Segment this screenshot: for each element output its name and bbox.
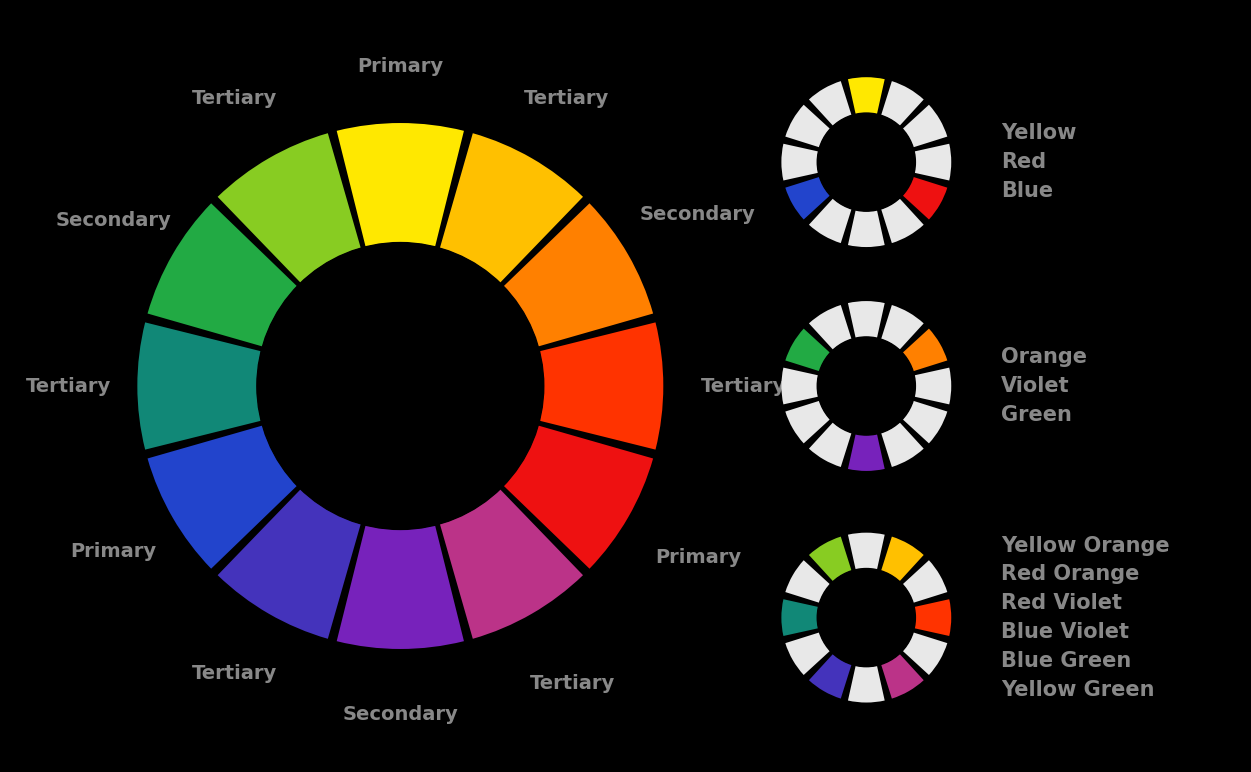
Circle shape: [817, 568, 916, 667]
Wedge shape: [786, 329, 831, 371]
Wedge shape: [881, 305, 923, 350]
Wedge shape: [809, 537, 852, 581]
Text: Tertiary: Tertiary: [191, 90, 276, 108]
Wedge shape: [148, 203, 298, 347]
Circle shape: [256, 242, 544, 530]
Wedge shape: [848, 434, 884, 471]
Wedge shape: [848, 210, 884, 247]
Text: Secondary: Secondary: [343, 706, 458, 724]
Wedge shape: [337, 525, 464, 649]
Text: Secondary: Secondary: [55, 211, 171, 229]
Text: Tertiary: Tertiary: [524, 90, 609, 108]
Wedge shape: [440, 134, 583, 283]
Wedge shape: [848, 77, 884, 114]
Wedge shape: [902, 105, 947, 147]
Wedge shape: [902, 177, 947, 219]
Wedge shape: [914, 599, 951, 636]
Wedge shape: [786, 560, 831, 603]
Wedge shape: [881, 654, 923, 699]
Wedge shape: [809, 305, 852, 350]
Wedge shape: [786, 177, 831, 219]
Circle shape: [817, 337, 916, 435]
Wedge shape: [786, 105, 831, 147]
Text: Primary: Primary: [70, 543, 156, 561]
Wedge shape: [848, 665, 884, 703]
Wedge shape: [782, 367, 818, 405]
Text: Tertiary: Tertiary: [702, 377, 787, 395]
Wedge shape: [881, 198, 923, 243]
Wedge shape: [902, 401, 947, 443]
Wedge shape: [782, 144, 818, 181]
Wedge shape: [914, 144, 951, 181]
Wedge shape: [848, 533, 884, 570]
Wedge shape: [809, 654, 852, 699]
Wedge shape: [902, 560, 947, 603]
Text: Yellow Orange
Red Orange
Red Violet
Blue Violet
Blue Green
Yellow Green: Yellow Orange Red Orange Red Violet Blue…: [1001, 536, 1170, 699]
Wedge shape: [138, 323, 261, 449]
Wedge shape: [539, 323, 663, 449]
Wedge shape: [786, 632, 831, 675]
Text: Orange
Violet
Green: Orange Violet Green: [1001, 347, 1087, 425]
Text: Tertiary: Tertiary: [191, 664, 276, 682]
Wedge shape: [914, 367, 951, 405]
Wedge shape: [848, 301, 884, 338]
Text: Yellow
Red
Blue: Yellow Red Blue: [1001, 124, 1076, 201]
Wedge shape: [902, 632, 947, 675]
Wedge shape: [881, 422, 923, 467]
Text: Primary: Primary: [654, 548, 741, 567]
Text: Tertiary: Tertiary: [26, 377, 111, 395]
Wedge shape: [782, 599, 818, 636]
Circle shape: [817, 113, 916, 212]
Wedge shape: [881, 81, 923, 126]
Wedge shape: [337, 123, 464, 247]
Wedge shape: [218, 134, 360, 283]
Text: Secondary: Secondary: [641, 205, 756, 224]
Wedge shape: [881, 537, 923, 581]
Wedge shape: [809, 198, 852, 243]
Wedge shape: [902, 329, 947, 371]
Wedge shape: [440, 489, 583, 638]
Wedge shape: [148, 425, 298, 569]
Wedge shape: [503, 203, 653, 347]
Wedge shape: [809, 81, 852, 126]
Wedge shape: [809, 422, 852, 467]
Wedge shape: [503, 425, 653, 569]
Text: Tertiary: Tertiary: [529, 674, 614, 693]
Wedge shape: [218, 489, 360, 638]
Text: Primary: Primary: [358, 57, 443, 76]
Wedge shape: [786, 401, 831, 443]
